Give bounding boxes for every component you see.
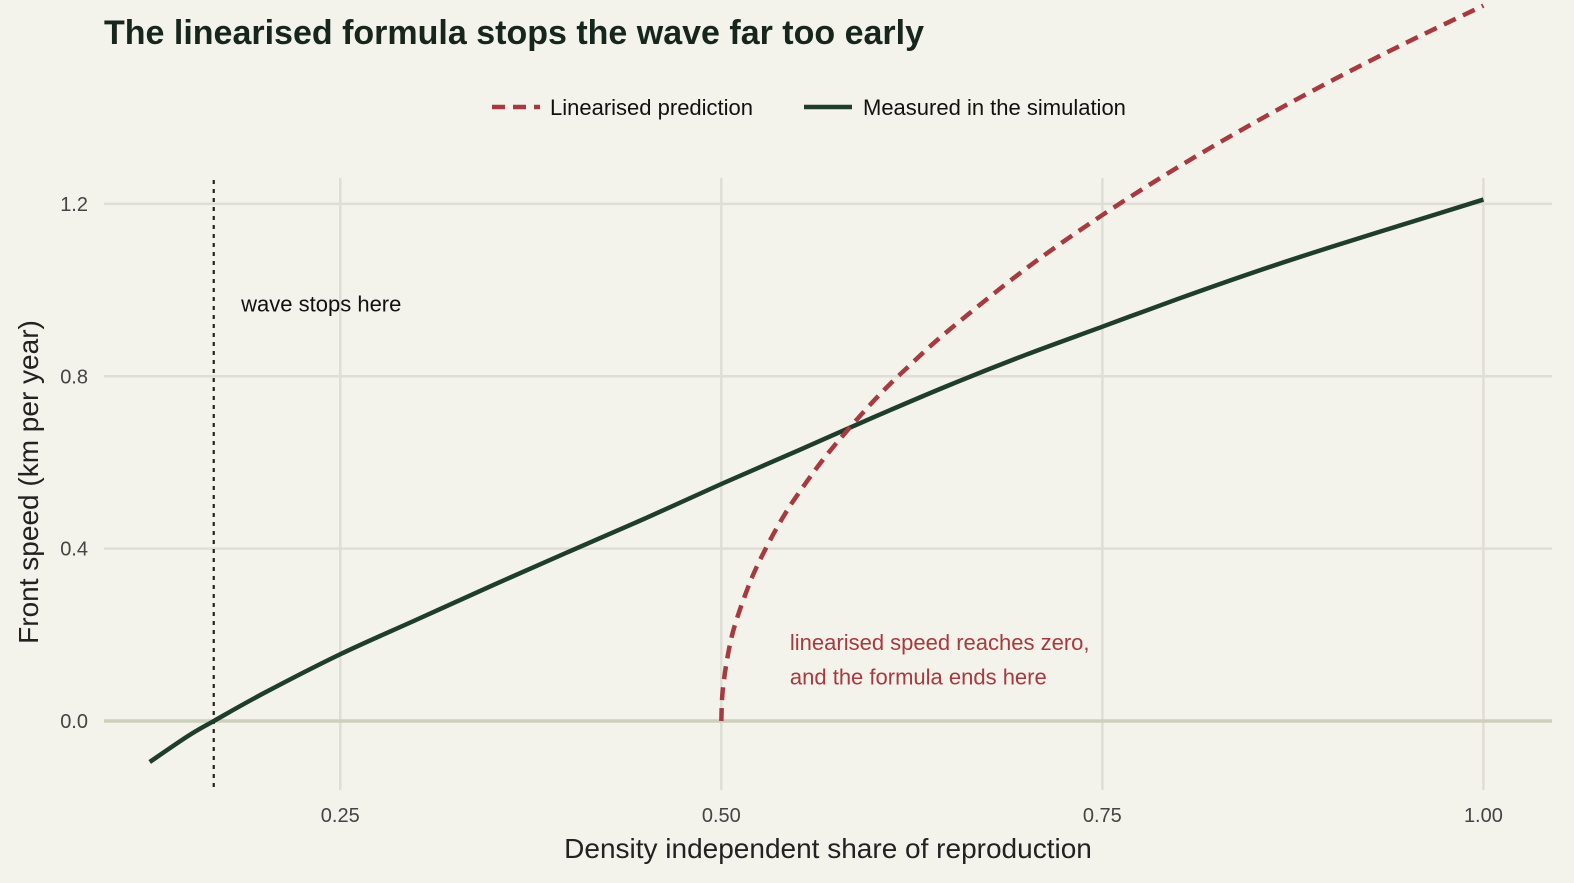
series-line-measured — [148, 197, 1485, 764]
x-tick-label-1: 0.50 — [702, 805, 741, 827]
grid — [104, 178, 1552, 790]
chart-title: The linearised formula stops the wave fa… — [104, 14, 924, 52]
legend: Linearised prediction Measured in the si… — [492, 95, 1126, 120]
x-tick-label-2: 0.75 — [1083, 805, 1122, 827]
y-tick-labels: 0.0 0.4 0.8 1.2 — [60, 194, 88, 733]
y-tick-label-0: 0.0 — [60, 711, 88, 733]
y-axis-title: Front speed (km per year) — [13, 320, 44, 644]
y-tick-label-1: 0.4 — [60, 539, 88, 561]
x-tick-labels: 0.25 0.50 0.75 1.00 — [321, 805, 1503, 827]
annotation-2: and the formula ends here — [790, 664, 1047, 689]
legend-label-linearised: Linearised prediction — [550, 95, 753, 120]
x-tick-label-3: 1.00 — [1464, 805, 1503, 827]
y-tick-label-2: 0.8 — [60, 366, 88, 388]
annotations: wave stops here linearised speed reaches … — [240, 292, 1089, 690]
series-line-linearised — [719, 3, 1485, 722]
series-layer — [148, 3, 1485, 764]
annotation-0: wave stops here — [240, 292, 401, 317]
x-axis-title: Density independent share of reproductio… — [564, 833, 1092, 864]
legend-label-measured: Measured in the simulation — [863, 95, 1126, 120]
annotation-1: linearised speed reaches zero, — [790, 630, 1090, 655]
y-tick-label-3: 1.2 — [60, 194, 88, 216]
x-tick-label-0: 0.25 — [321, 805, 360, 827]
